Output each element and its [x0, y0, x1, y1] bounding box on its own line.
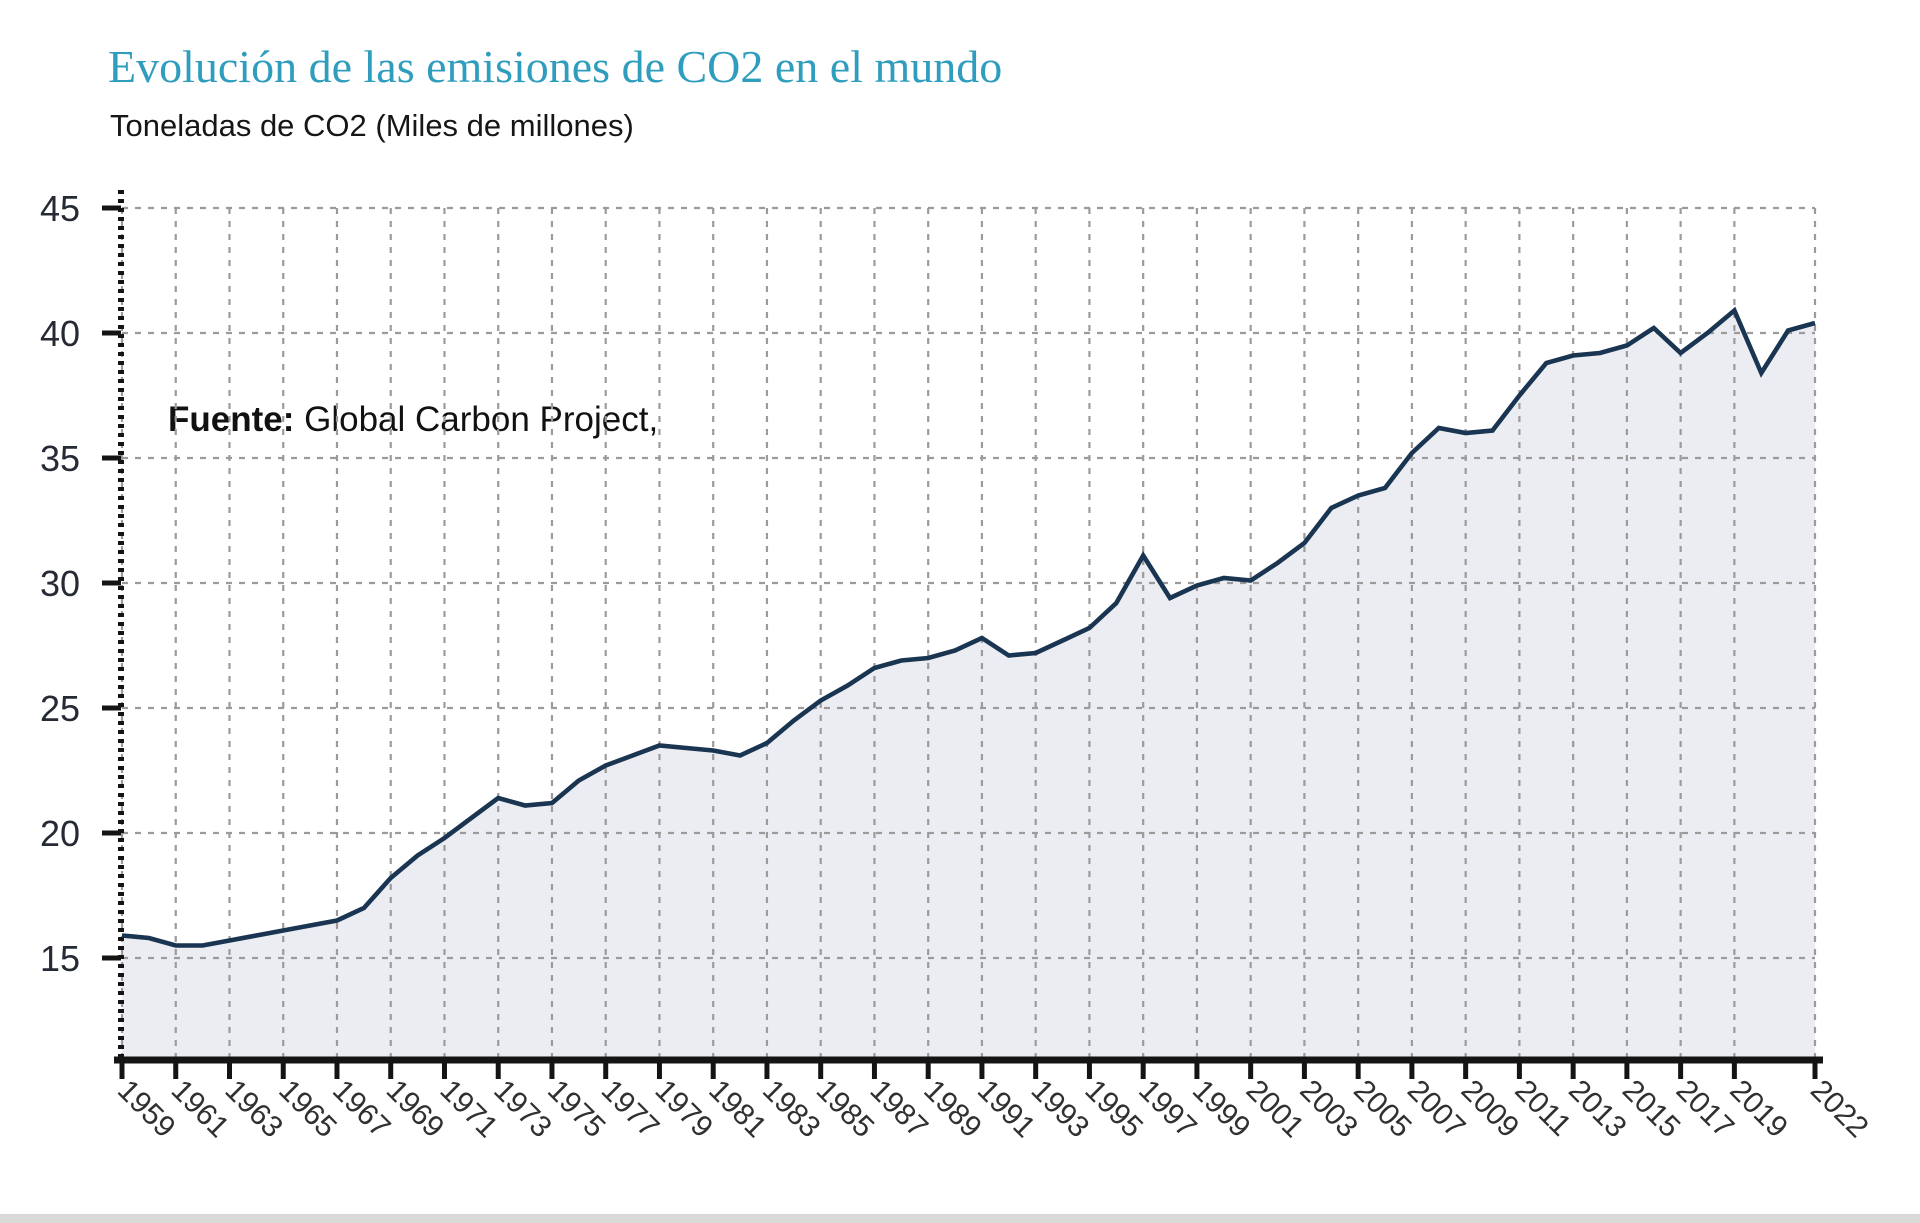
- x-tick-label: 1975: [541, 1074, 612, 1145]
- y-tick-label: 45: [40, 188, 80, 229]
- x-tick-label: 2015: [1616, 1074, 1687, 1145]
- x-tick-label: 1965: [272, 1074, 343, 1145]
- y-tick-label: 30: [40, 563, 80, 604]
- y-tick-label: 40: [40, 313, 80, 354]
- x-tick-label: 2009: [1455, 1074, 1526, 1145]
- y-tick-label: 35: [40, 438, 80, 479]
- source-label: Fuente:: [168, 400, 295, 439]
- series-line: [121, 306, 1816, 948]
- x-tick-label: 1977: [595, 1074, 666, 1145]
- x-tick-label: 1973: [487, 1074, 558, 1145]
- x-tick-label: 1979: [649, 1074, 720, 1145]
- x-tick-label: 1963: [219, 1074, 290, 1145]
- x-tick-label: 1959: [111, 1074, 182, 1145]
- x-tick-label: 2001: [1240, 1074, 1311, 1145]
- x-tick-label: 1991: [971, 1074, 1042, 1145]
- x-tick-label: 2007: [1401, 1074, 1472, 1145]
- page-bottom-strip: [0, 1214, 1920, 1223]
- x-tick-label: 2019: [1723, 1074, 1794, 1145]
- chart-y-axis-units-label: Toneladas de CO2 (Miles de millones): [110, 108, 634, 143]
- y-tick-labels: 15 20 25 30 35 40 45: [40, 188, 80, 979]
- x-tick-labels: 1959196119631965196719691971197319751977…: [111, 1074, 1875, 1145]
- y-tick-label: 15: [40, 938, 80, 979]
- x-tick-label: 2013: [1562, 1074, 1633, 1145]
- source-annotation: Fuente: Global Carbon Project,: [168, 400, 658, 440]
- x-tick-label: 2022: [1804, 1074, 1875, 1145]
- x-tick-label: 1997: [1132, 1074, 1203, 1145]
- x-tick-label: 2011: [1508, 1074, 1577, 1143]
- x-tick-label: 1989: [917, 1074, 988, 1145]
- chart-title: Evolución de las emisiones de CO2 en el …: [108, 41, 1003, 92]
- series-area-fill: [122, 310, 1815, 1058]
- x-tick-label: 1969: [380, 1074, 451, 1145]
- x-tick-label: 1983: [756, 1074, 827, 1145]
- gridlines: [120, 206, 1817, 1058]
- x-tick-label: 1981: [702, 1074, 773, 1145]
- x-tick-label: 1987: [863, 1074, 934, 1145]
- x-tick-label: 1993: [1025, 1074, 1096, 1145]
- x-tick-label: 2017: [1670, 1074, 1741, 1145]
- x-tick-label: 1999: [1186, 1074, 1257, 1145]
- source-text: Global Carbon Project,: [304, 400, 659, 439]
- x-tick-label: 1971: [434, 1074, 505, 1145]
- x-tick-label: 2005: [1347, 1074, 1418, 1145]
- x-tick-label: 1967: [326, 1074, 397, 1145]
- axis-ticks: [102, 205, 1818, 1079]
- y-tick-label: 20: [40, 813, 80, 854]
- x-tick-label: 1985: [810, 1074, 881, 1145]
- x-tick-label: 2003: [1293, 1074, 1364, 1145]
- x-tick-label: 1995: [1078, 1074, 1149, 1145]
- y-tick-label: 25: [40, 688, 80, 729]
- x-tick-label: 1961: [165, 1074, 236, 1145]
